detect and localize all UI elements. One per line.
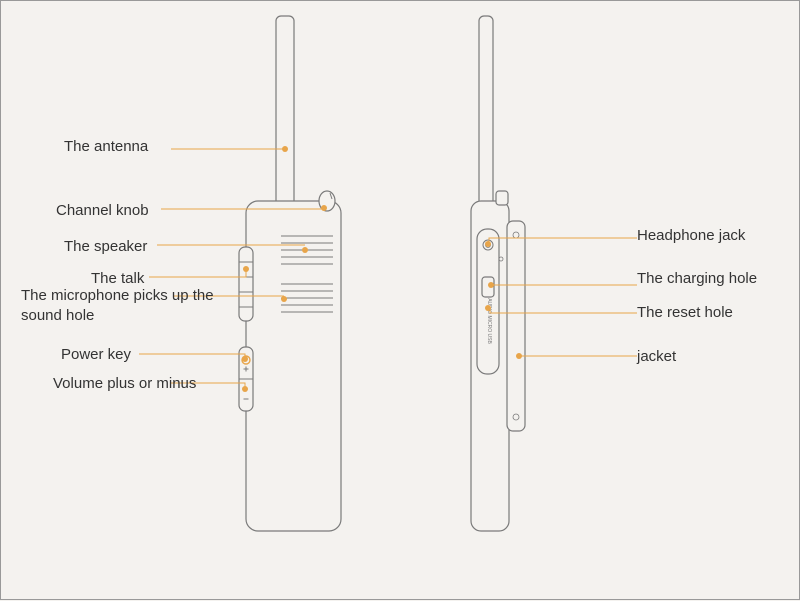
label-headphone-jack: Headphone jack	[637, 226, 797, 246]
label-channel-knob: Channel knob	[56, 201, 236, 221]
leader-dot-volume	[242, 386, 248, 392]
svg-text:AUDIO MICRO USB: AUDIO MICRO USB	[486, 298, 492, 344]
leader-dot-speaker	[302, 247, 308, 253]
label-power-key: Power key	[61, 345, 231, 365]
front-side-panel	[239, 247, 253, 321]
label-charging-hole: The charging hole	[637, 269, 797, 289]
belt-clip	[507, 221, 525, 431]
leader-dot-headphone	[485, 241, 491, 247]
leader-dot-charging	[488, 282, 494, 288]
leader-dot-jacket	[516, 353, 522, 359]
label-antenna: The antenna	[64, 137, 244, 157]
leader-dot-antenna	[282, 146, 288, 152]
front-antenna	[276, 16, 294, 206]
side-antenna	[479, 16, 493, 206]
label-reset-hole: The reset hole	[637, 303, 797, 323]
side-channel-knob	[496, 191, 508, 205]
leader-dot-talk	[243, 266, 249, 272]
leader-dot-mic	[281, 296, 287, 302]
label-microphone: The microphone picks up the sound hole	[21, 286, 241, 325]
label-speaker: The speaker	[64, 237, 244, 257]
leader-dot-power	[242, 356, 248, 362]
leader-dot-reset	[485, 305, 491, 311]
leader-dot-channel	[321, 205, 327, 211]
label-volume: Volume plus or minus	[53, 374, 203, 394]
label-jacket: jacket	[637, 347, 797, 367]
